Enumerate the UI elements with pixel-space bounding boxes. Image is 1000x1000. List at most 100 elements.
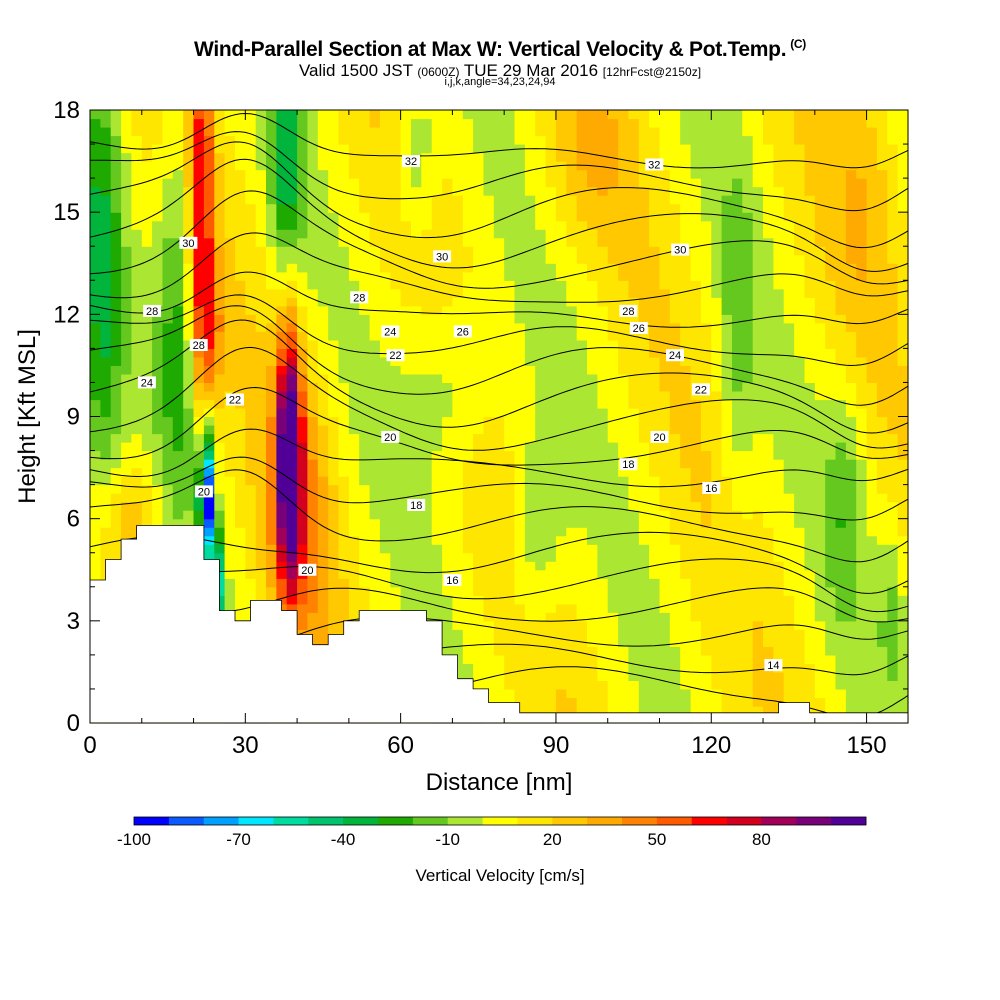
velocity-cell (121, 237, 133, 247)
velocity-cell (452, 144, 464, 154)
velocity-cell (566, 314, 578, 324)
velocity-cell (732, 263, 743, 273)
velocity-cell (286, 152, 298, 162)
velocity-cell (266, 433, 277, 443)
velocity-cell (659, 612, 671, 622)
velocity-cell (100, 535, 112, 545)
velocity-cell (493, 161, 505, 171)
velocity-cell (618, 595, 630, 605)
velocity-cell (411, 237, 422, 247)
velocity-cell (493, 365, 505, 375)
velocity-cell (421, 246, 433, 256)
velocity-cell (473, 186, 485, 196)
velocity-cell (245, 518, 257, 528)
velocity-cell (400, 127, 412, 137)
velocity-cell (690, 680, 702, 690)
velocity-cell (255, 135, 267, 145)
velocity-cell (369, 501, 381, 511)
velocity-cell (338, 535, 350, 545)
velocity-cell (131, 356, 143, 366)
velocity-cell (587, 365, 598, 375)
velocity-cell (638, 356, 650, 366)
velocity-cell (276, 229, 288, 239)
velocity-cell (721, 365, 733, 375)
velocity-cell (348, 178, 360, 188)
velocity-cell (224, 544, 236, 554)
velocity-cell (555, 246, 567, 256)
velocity-cell (659, 391, 671, 401)
velocity-cell (721, 459, 733, 469)
velocity-cell (421, 484, 433, 494)
velocity-cell (390, 416, 402, 426)
velocity-cell (266, 416, 277, 426)
velocity-cell (711, 544, 723, 554)
velocity-cell (587, 305, 598, 315)
velocity-cell (794, 408, 806, 418)
velocity-cell (535, 391, 547, 401)
velocity-cell (773, 110, 785, 120)
velocity-cell (783, 637, 795, 647)
velocity-cell (411, 118, 422, 128)
velocity-cell (245, 127, 257, 137)
velocity-cell (286, 586, 298, 596)
velocity-cell (545, 706, 557, 716)
velocity-cell (524, 135, 536, 145)
velocity-cell (390, 280, 402, 290)
velocity-cell (649, 314, 661, 324)
velocity-cell (493, 399, 505, 409)
velocity-cell (545, 510, 557, 520)
velocity-cell (307, 373, 319, 383)
velocity-cell (742, 297, 754, 307)
velocity-cell (783, 186, 795, 196)
velocity-cell (493, 578, 505, 588)
velocity-cell (442, 365, 454, 375)
velocity-cell (110, 467, 122, 477)
velocity-cell (421, 331, 433, 341)
velocity-cell (193, 433, 205, 443)
velocity-cell (669, 535, 681, 545)
velocity-cell (317, 339, 329, 349)
velocity-cell (545, 476, 557, 486)
velocity-cell (266, 348, 277, 358)
velocity-cell (183, 305, 195, 315)
velocity-cell (462, 186, 474, 196)
velocity-cell (255, 501, 267, 511)
velocity-cell (721, 433, 733, 443)
velocity-cell (555, 237, 567, 247)
velocity-cell (172, 169, 184, 179)
velocity-cell (566, 637, 578, 647)
velocity-cell (193, 399, 205, 409)
velocity-cell (587, 706, 598, 716)
velocity-cell (411, 314, 422, 324)
velocity-cell (690, 237, 702, 247)
velocity-cell (379, 365, 391, 375)
velocity-cell (504, 305, 516, 315)
velocity-cell (783, 442, 795, 452)
velocity-cell (597, 552, 609, 562)
velocity-cell (680, 586, 692, 596)
velocity-cell (773, 595, 785, 605)
velocity-cell (576, 408, 588, 418)
velocity-cell (587, 237, 598, 247)
velocity-cell (587, 416, 598, 426)
velocity-cell (431, 229, 443, 239)
velocity-cell (535, 322, 547, 332)
velocity-cell (235, 527, 246, 537)
velocity-cell (721, 305, 733, 315)
velocity-cell (379, 110, 391, 120)
velocity-cell (203, 518, 215, 528)
velocity-cell (162, 459, 174, 469)
velocity-cell (141, 212, 153, 222)
velocity-cell (742, 186, 754, 196)
velocity-cell (566, 237, 578, 247)
velocity-cell (172, 518, 184, 528)
velocity-cell (711, 612, 723, 622)
velocity-cell (193, 459, 205, 469)
velocity-cell (607, 467, 619, 477)
velocity-cell (524, 271, 536, 281)
velocity-cell (545, 416, 557, 426)
velocity-cell (411, 442, 422, 452)
velocity-cell (162, 254, 174, 264)
velocity-cell (483, 476, 495, 486)
velocity-cell (235, 135, 246, 145)
